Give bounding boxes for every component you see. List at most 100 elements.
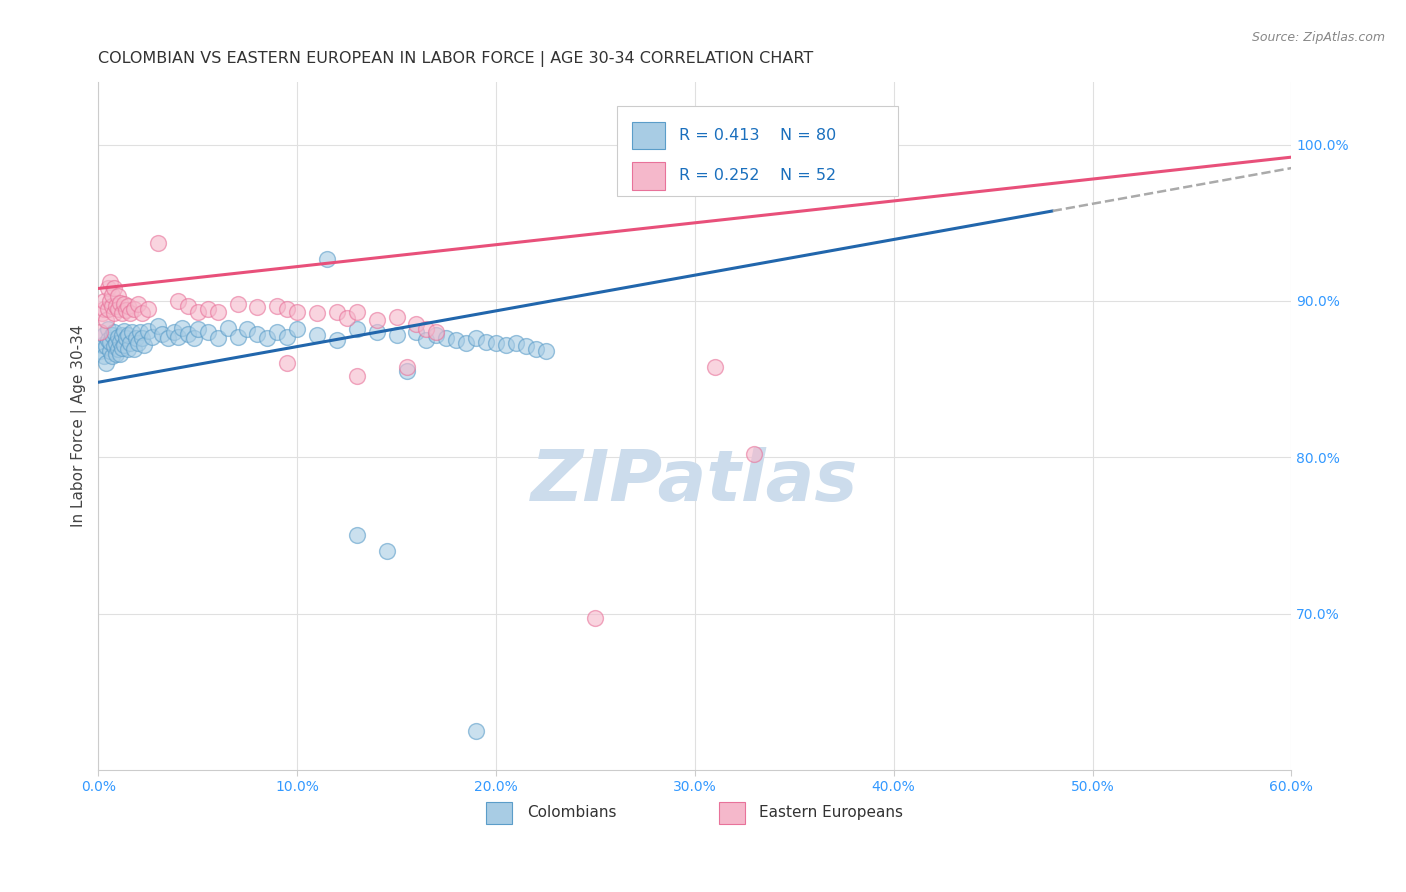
Point: [395, 364, 418, 378]
Point: [307, 328, 329, 343]
Point: [583, 611, 606, 625]
Point: [103, 339, 125, 353]
Point: [125, 331, 148, 345]
Point: [395, 359, 418, 374]
Point: [316, 252, 339, 266]
Point: [115, 303, 138, 318]
Point: [156, 331, 179, 345]
Point: [131, 306, 153, 320]
Point: [96, 339, 118, 353]
Point: [141, 330, 163, 344]
Point: [307, 306, 329, 320]
Point: [534, 343, 557, 358]
Point: [93, 301, 115, 316]
Point: [91, 306, 114, 320]
FancyBboxPatch shape: [631, 162, 665, 190]
Point: [103, 281, 125, 295]
Point: [112, 297, 135, 311]
Point: [107, 330, 129, 344]
Point: [505, 336, 527, 351]
Text: ZIPatlas: ZIPatlas: [531, 447, 859, 516]
Point: [111, 341, 134, 355]
Point: [121, 325, 143, 339]
Point: [93, 293, 115, 308]
Point: [122, 301, 145, 316]
Point: [167, 330, 190, 344]
Point: [465, 331, 488, 345]
Point: [285, 322, 308, 336]
Point: [97, 281, 120, 295]
Point: [111, 306, 134, 320]
Point: [187, 322, 209, 336]
Point: [744, 447, 766, 461]
Point: [150, 326, 173, 341]
Point: [110, 334, 132, 349]
FancyBboxPatch shape: [718, 802, 745, 823]
Point: [89, 325, 111, 339]
Text: Eastern Europeans: Eastern Europeans: [759, 805, 903, 820]
Point: [524, 343, 547, 357]
Point: [167, 293, 190, 308]
Point: [98, 343, 121, 358]
Text: R = 0.413    N = 80: R = 0.413 N = 80: [679, 128, 837, 144]
Point: [415, 322, 437, 336]
Point: [117, 343, 139, 357]
Point: [703, 359, 725, 374]
Point: [276, 330, 298, 344]
Point: [91, 337, 114, 351]
Point: [101, 328, 124, 343]
Point: [207, 331, 229, 345]
Point: [276, 356, 298, 370]
Point: [93, 349, 115, 363]
Point: [96, 312, 118, 326]
Point: [107, 289, 129, 303]
Point: [103, 325, 125, 339]
Point: [266, 299, 288, 313]
Point: [105, 336, 128, 351]
Point: [120, 336, 142, 351]
Point: [485, 336, 508, 351]
Point: [101, 287, 124, 301]
Point: [101, 299, 124, 313]
Point: [93, 328, 115, 343]
Point: [197, 325, 219, 339]
Point: [131, 331, 153, 345]
FancyBboxPatch shape: [617, 106, 897, 195]
Point: [366, 325, 388, 339]
Point: [112, 337, 135, 351]
Point: [346, 528, 368, 542]
Point: [434, 331, 457, 345]
Point: [111, 328, 134, 343]
Point: [89, 343, 111, 358]
Point: [110, 295, 132, 310]
Point: [97, 333, 120, 347]
Point: [366, 312, 388, 326]
Point: [385, 328, 408, 343]
Point: [226, 297, 249, 311]
Point: [105, 299, 128, 313]
Point: [97, 322, 120, 336]
Point: [129, 325, 152, 339]
Point: [117, 328, 139, 343]
Point: [122, 343, 145, 357]
Point: [187, 305, 209, 319]
Point: [207, 305, 229, 319]
Text: Source: ZipAtlas.com: Source: ZipAtlas.com: [1251, 31, 1385, 45]
Point: [226, 330, 249, 344]
Point: [236, 322, 259, 336]
Point: [415, 333, 437, 347]
Point: [127, 297, 149, 311]
Point: [285, 305, 308, 319]
Point: [346, 305, 368, 319]
Text: R = 0.252    N = 52: R = 0.252 N = 52: [679, 169, 837, 184]
Point: [146, 318, 169, 333]
Point: [103, 306, 125, 320]
FancyBboxPatch shape: [631, 122, 665, 150]
Point: [112, 324, 135, 338]
Point: [515, 339, 537, 353]
Point: [136, 324, 159, 338]
Point: [425, 328, 447, 343]
Point: [132, 337, 155, 351]
Point: [405, 325, 427, 339]
Point: [101, 349, 124, 363]
